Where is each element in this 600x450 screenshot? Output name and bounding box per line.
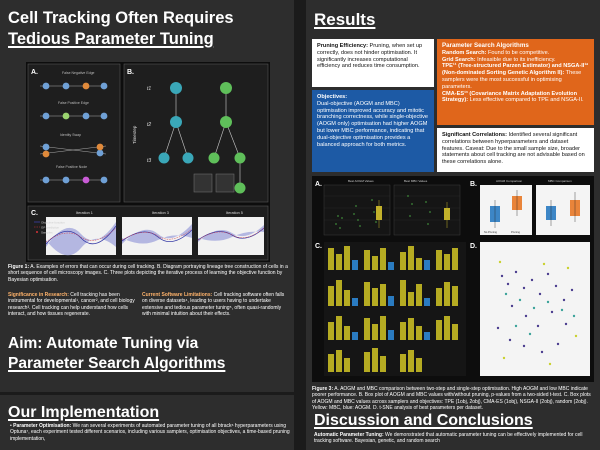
significance-text: Cell tracking has been instrumental for … (8, 292, 135, 318)
fig1-b-label: B. (127, 69, 134, 76)
fig1-c-plot-title: Iteration 5 (226, 211, 243, 215)
fig3-d-tsne (480, 242, 590, 376)
implementation-title: Our Implementation (8, 404, 160, 421)
fig1-c-legend-item: GP prediction (41, 226, 59, 230)
search-algorithm-name: Random Search: (442, 49, 487, 56)
fig1-a-row: False Positive Edge (40, 101, 108, 120)
fig3-b-label: B. (470, 181, 477, 188)
fig1-b-timestep: t2 (147, 122, 151, 128)
correlations-box: Significant Correlations: Identified sev… (437, 128, 594, 172)
fig1-a-row: False Positive Node (40, 165, 108, 184)
fig3-d-label: D. (470, 243, 477, 250)
fig1-b-timestep: t3 (147, 158, 151, 164)
fig3-b-plots: No Pruning Pruning (480, 185, 590, 235)
aim-title-line2: Parameter Search Algorithms (8, 355, 226, 372)
implementation-paragraph: • Parameter Optimisation: We ran several… (10, 423, 290, 442)
fig1-c-label: C. (31, 210, 38, 217)
results-title: Results (314, 10, 376, 29)
discussion-text: We demonstrated that automatic parameter… (314, 432, 583, 445)
fig1-a-item-label: False Positive Edge (58, 101, 89, 105)
search-algorithm-item: Grid Search: Infeasible due to its ineff… (442, 57, 589, 64)
search-algorithm-item: Random Search: Found to be competitive. (442, 50, 589, 57)
search-algorithm-item: TPE¹¹ (Tree-structured Parzen Estimator)… (442, 63, 589, 90)
objectives-heading: Objectives: (317, 94, 348, 100)
figure-1-graphic: A. False Negative Edge False Positive Ed… (27, 63, 269, 261)
limitations-paragraph: Current Software Limitations: Cell track… (142, 292, 288, 318)
fig1-a-row: False Negative Edge (40, 71, 108, 90)
implementation-heading: Parameter Optimisation: (13, 423, 72, 429)
figure-1-caption: Figure 1: A. Examples of errors that can… (8, 264, 290, 283)
search-algorithms-title: Parameter Search Algorithms (442, 42, 529, 49)
fig1-b-cell-nodes (158, 82, 246, 194)
fig3-b-xtick: Pruning (511, 230, 520, 234)
problem-title-line2: Tedious Parameter Tuning (8, 30, 214, 48)
fig1-c-legend-item: Objective function (41, 221, 65, 225)
pruning-heading: Pruning Efficiency: (317, 43, 368, 49)
fig1-b-cell-images (193, 173, 235, 193)
search-algorithm-item: CMA-ES¹³ (Covariance Matrix Adaptation E… (442, 91, 589, 105)
correlations-text: Identified several significant correlati… (442, 132, 585, 166)
figure-3: A. B. Best AOGM Values Best MBC Values A… (312, 176, 594, 382)
fig1-b-time-axis-label: Timestep (132, 125, 137, 144)
pruning-box: Pruning Efficiency: Pruning, when set up… (312, 39, 434, 87)
fig1-c-legend: Objective function GP prediction Samples (34, 221, 65, 235)
limitations-text: Cell tracking software often falls on di… (142, 292, 285, 318)
section-separator (0, 392, 294, 395)
search-algorithms-box: Parameter Search Algorithms Random Searc… (437, 39, 594, 125)
problem-title-line1: Cell Tracking Often Requires (8, 9, 234, 27)
fig1-b-timestep: t1 (147, 86, 151, 92)
significance-heading: Significance in Research: (8, 292, 69, 298)
fig3-c-grid (324, 242, 466, 376)
search-algorithm-desc: These samplers were the most successful … (442, 70, 582, 90)
fig3-plot-title: MBC Comparison (548, 179, 572, 183)
discussion-heading: Automatic Parameter Tuning: (314, 432, 384, 438)
fig3-c-label: C. (315, 243, 322, 250)
search-algorithm-desc: Infeasible due to its inefficiency. (475, 56, 556, 63)
search-algorithm-desc: Found to be competitive. (486, 49, 550, 56)
fig3-b-xtick: No Pruning (484, 230, 498, 234)
fig1-a-item-label: Identity Swap (60, 133, 81, 137)
fig3-plot-title: AOGM Comparison (496, 179, 523, 183)
figure-1: A. False Negative Edge False Positive Ed… (26, 62, 270, 262)
fig1-c-plot-title: Iteration 1 (76, 211, 93, 215)
correlations-heading: Significant Correlations: (442, 132, 507, 138)
fig1-c-plot-title: Iteration 3 (152, 211, 169, 215)
fig1-a-label: A. (31, 69, 38, 76)
objectives-box: Objectives: Dual-objective (AOGM and MBC)… (312, 90, 434, 172)
fig1-c-legend-item: Samples (41, 231, 53, 235)
figure-3-caption-text: A. AOGM and MBC comparison between two-s… (312, 386, 591, 412)
figure-3-caption: Figure 3: A. AOGM and MBC comparison bet… (312, 386, 594, 412)
aim-title-line1: Aim: Automate Tuning via (8, 335, 199, 352)
objectives-text: Dual-objective (AOGM and MBC) optimisati… (317, 100, 428, 148)
fig3-a-plots (323, 184, 461, 236)
fig1-c-plots (45, 217, 265, 256)
search-algorithm-name: Grid Search: (442, 56, 476, 63)
significance-paragraph: Significance in Research: Cell tracking … (8, 292, 136, 318)
pruning-text: Pruning, when set up correctly, does not… (317, 43, 423, 70)
fig1-a-item-label: False Negative Edge (62, 71, 95, 75)
search-algorithm-desc: Less effective compared to TPE and NSGA-… (468, 97, 584, 104)
figure-3-caption-label: Figure 3: (312, 386, 334, 392)
fig1-a-row: Identity Swap (39, 133, 107, 158)
fig1-a-item-label: False Positive Node (56, 165, 87, 169)
implementation-text: We ran several experiments of automated … (10, 423, 290, 442)
figure-3-graphic: A. B. Best AOGM Values Best MBC Values A… (315, 179, 590, 376)
fig3-plot-title: Best MBC Values (404, 179, 428, 183)
figure-1-caption-text: A. Examples of errors that can occur dur… (8, 264, 288, 283)
discussion-paragraph: Automatic Parameter Tuning: We demonstra… (314, 432, 594, 445)
discussion-title: Discussion and Conclusions (314, 412, 533, 429)
search-algorithm-name: TPE¹¹ (Tree-structured Parzen Estimator)… (442, 63, 589, 77)
limitations-heading: Current Software Limitations: (142, 292, 213, 298)
search-algorithm-name: CMA-ES¹³ (Covariance Matrix Adaptation E… (442, 90, 577, 104)
fig3-a-label: A. (315, 181, 322, 188)
fig1-a-error-examples: False Negative Edge False Positive Edge … (39, 71, 108, 184)
figure-1-caption-label: Figure 1: (8, 264, 30, 270)
fig3-plot-title: Best AOGM Values (348, 179, 374, 183)
